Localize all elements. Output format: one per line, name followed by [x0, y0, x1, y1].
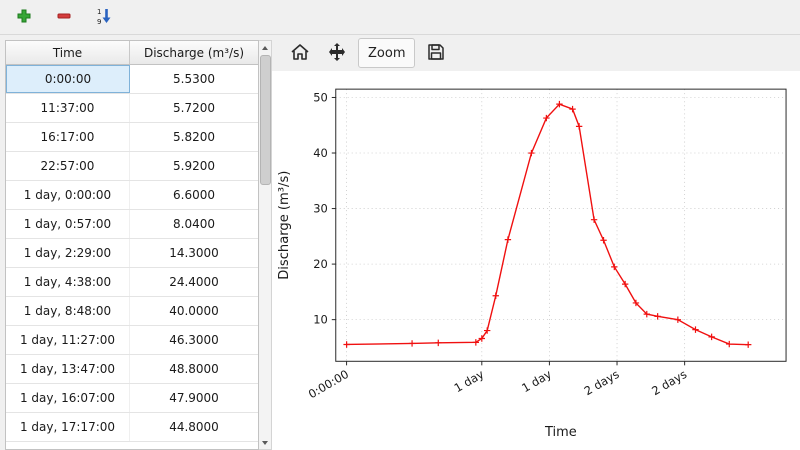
table-row[interactable]: 1 day, 0:00:00 6.6000 — [6, 181, 258, 210]
figure-canvas[interactable]: 0:00:00 1 day 1 day 2 days 2 days 10 20 30 40 50 T… — [272, 71, 800, 450]
table-row[interactable]: 1 day, 4:38:00 24.4000 — [6, 268, 258, 297]
main-area: Time Discharge (m³/s) 0:00:00 5.5300 11:… — [0, 35, 800, 450]
pan-icon — [326, 41, 348, 66]
table-row[interactable]: 22:57:00 5.9200 — [6, 152, 258, 181]
y-axis-label: Discharge (m³/s) — [277, 171, 292, 280]
x-tick-label: 0:00:00 — [306, 367, 351, 402]
table-cell-time[interactable]: 16:17:00 — [6, 123, 130, 151]
table-cell-time[interactable]: 1 day, 8:48:00 — [6, 297, 130, 325]
sort-button[interactable]: 1 9 — [90, 3, 118, 31]
data-markers — [343, 100, 752, 348]
table-cell-discharge[interactable]: 5.9200 — [173, 159, 215, 173]
data-line — [346, 103, 749, 346]
scroll-down-button[interactable] — [259, 436, 271, 449]
table-cell-time[interactable]: 1 day, 13:47:00 — [6, 355, 130, 383]
table-row[interactable]: 1 day, 16:07:00 47.9000 — [6, 384, 258, 413]
y-tick-label: 10 — [313, 313, 328, 327]
table-cell-discharge[interactable]: 6.6000 — [173, 188, 215, 202]
table-cell-discharge[interactable]: 24.4000 — [169, 275, 219, 289]
table-row[interactable]: 1 day, 17:17:00 44.8000 — [6, 413, 258, 442]
pan-button[interactable] — [321, 38, 353, 68]
table-cell-time[interactable]: 1 day, 11:27:00 — [6, 326, 130, 354]
table-row[interactable]: 1 day, 8:48:00 40.0000 — [6, 297, 258, 326]
column-header-time[interactable]: Time — [6, 41, 130, 64]
svg-text:1: 1 — [97, 8, 101, 16]
table-header-row: Time Discharge (m³/s) — [6, 41, 258, 65]
zoom-button[interactable]: Zoom — [358, 38, 416, 68]
timeseries-table-panel: Time Discharge (m³/s) 0:00:00 5.5300 11:… — [0, 35, 272, 450]
table-cell-discharge[interactable]: 40.0000 — [169, 304, 219, 318]
table-body: 0:00:00 5.5300 11:37:00 5.7200 16:17:00 … — [6, 65, 258, 449]
save-button[interactable] — [420, 38, 452, 68]
timeseries-table: Time Discharge (m³/s) 0:00:00 5.5300 11:… — [5, 40, 259, 450]
add-row-button[interactable] — [10, 3, 38, 31]
table-cell-time[interactable]: 1 day, 0:00:00 — [6, 181, 130, 209]
table-cell-discharge[interactable]: 8.0400 — [173, 217, 215, 231]
table-cell-time[interactable]: 1 day, 0:57:00 — [6, 210, 130, 238]
table-cell-discharge[interactable]: 5.7200 — [173, 101, 215, 115]
y-tick-label: 30 — [313, 202, 328, 216]
x-tick-label: 2 days — [582, 367, 622, 398]
delete-row-button[interactable] — [50, 3, 78, 31]
table-cell-time[interactable]: 0:00:00 — [6, 65, 130, 93]
table-cell-time[interactable]: 1 day, 16:07:00 — [6, 384, 130, 412]
x-tick-label: 1 day — [452, 367, 487, 395]
table-row[interactable]: 16:17:00 5.8200 — [6, 123, 258, 152]
table-cell-discharge[interactable]: 47.9000 — [169, 391, 219, 405]
x-tick-label: 2 days — [649, 367, 689, 398]
x-tick-label: 1 day — [519, 367, 554, 395]
save-icon — [425, 41, 447, 66]
table-row[interactable]: 1 day, 2:29:00 14.3000 — [6, 239, 258, 268]
scroll-up-button[interactable] — [259, 41, 271, 54]
svg-text:9: 9 — [97, 18, 101, 25]
table-cell-discharge[interactable]: 5.5300 — [173, 72, 215, 86]
chart-svg: 0:00:00 1 day 1 day 2 days 2 days 10 20 30 40 50 T… — [277, 88, 787, 440]
scroll-up-icon — [262, 45, 268, 50]
y-tick-label: 20 — [313, 257, 328, 271]
table-cell-discharge[interactable]: 46.3000 — [169, 333, 219, 347]
scroll-down-icon — [262, 440, 268, 445]
delete-row-icon — [56, 8, 72, 27]
plot-toolbar: Zoom — [272, 35, 800, 71]
axes-frame — [335, 88, 787, 362]
y-tick-label: 50 — [313, 90, 328, 104]
table-row[interactable]: 11:37:00 5.7200 — [6, 94, 258, 123]
table-cell-discharge[interactable]: 48.8000 — [169, 362, 219, 376]
plot-panel: Zoom 0:00:00 1 day 1 day 2 days 2 days 10 20 30… — [272, 35, 800, 450]
x-axis-label: Time — [544, 425, 577, 440]
top-toolbar: 1 9 — [0, 0, 800, 35]
table-row[interactable]: 1 day, 0:57:00 8.0400 — [6, 210, 258, 239]
table-cell-discharge[interactable]: 44.8000 — [169, 420, 219, 434]
home-button[interactable] — [284, 38, 316, 68]
table-cell-time[interactable]: 1 day, 4:38:00 — [6, 268, 130, 296]
sort-ascending-icon: 1 9 — [95, 7, 113, 28]
table-cell-time[interactable]: 1 day, 2:29:00 — [6, 239, 130, 267]
add-row-icon — [16, 8, 32, 27]
y-tick-label: 40 — [313, 146, 328, 160]
table-cell-time[interactable]: 1 day, 17:17:00 — [6, 413, 130, 441]
column-header-discharge[interactable]: Discharge (m³/s) — [143, 45, 245, 60]
table-row[interactable]: 1 day, 13:47:00 48.8000 — [6, 355, 258, 384]
home-icon — [289, 41, 311, 66]
table-row[interactable]: 0:00:00 5.5300 — [6, 65, 258, 94]
table-cell-time[interactable]: 22:57:00 — [6, 152, 130, 180]
table-cell-time[interactable]: 11:37:00 — [6, 94, 130, 122]
table-cell-discharge[interactable]: 5.8200 — [173, 130, 215, 144]
scrollbar-thumb[interactable] — [259, 55, 271, 185]
table-cell-discharge[interactable]: 14.3000 — [169, 246, 219, 260]
table-row[interactable]: 1 day, 11:27:00 46.3000 — [6, 326, 258, 355]
table-scrollbar[interactable] — [259, 40, 272, 450]
